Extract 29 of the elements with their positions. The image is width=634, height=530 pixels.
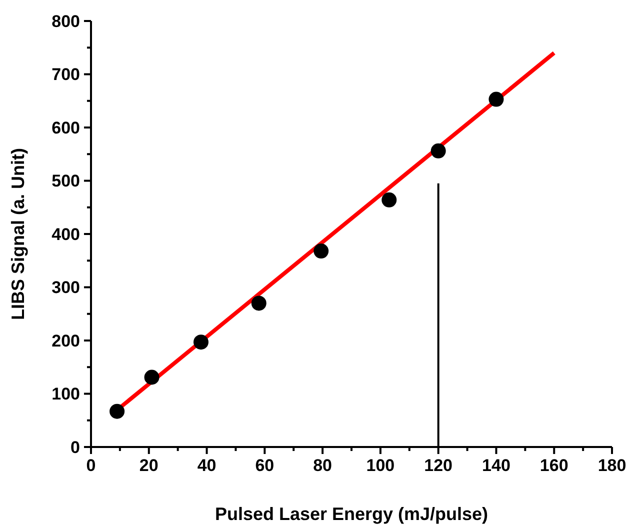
x-tick-label: 60 <box>255 456 274 475</box>
x-tick-label: 100 <box>366 456 395 475</box>
y-tick-label: 0 <box>70 438 80 457</box>
point <box>314 244 329 259</box>
point <box>488 92 504 107</box>
y-tick-label: 700 <box>52 65 80 84</box>
x-tick-label: 160 <box>540 456 568 475</box>
point <box>430 143 446 158</box>
x-tick-label: 20 <box>139 456 158 475</box>
x-tick-label: 80 <box>313 456 332 475</box>
point <box>144 370 160 385</box>
y-tick-label: 800 <box>52 12 80 31</box>
x-tick-label: 120 <box>424 456 453 475</box>
point <box>110 404 125 419</box>
y-tick-label: 300 <box>52 278 80 298</box>
x-tick-label: 40 <box>197 456 216 475</box>
point <box>382 192 397 208</box>
x-tick-label: 140 <box>482 456 510 475</box>
x-tick-label: 180 <box>598 456 626 475</box>
x-tick-label: 0 <box>86 456 96 475</box>
x-axis-title: Pulsed Laser Energy (mJ/pulse) <box>214 504 488 524</box>
y-tick-label: 500 <box>52 172 80 191</box>
y-tick-label: 400 <box>52 224 80 244</box>
y-tick-label: 600 <box>52 118 80 138</box>
y-tick-label: 200 <box>52 331 80 350</box>
point <box>193 334 208 350</box>
y-tick-label: 100 <box>52 384 80 404</box>
point <box>251 296 266 311</box>
y-axis-title: LIBS Signal (a. Unit) <box>8 148 28 320</box>
